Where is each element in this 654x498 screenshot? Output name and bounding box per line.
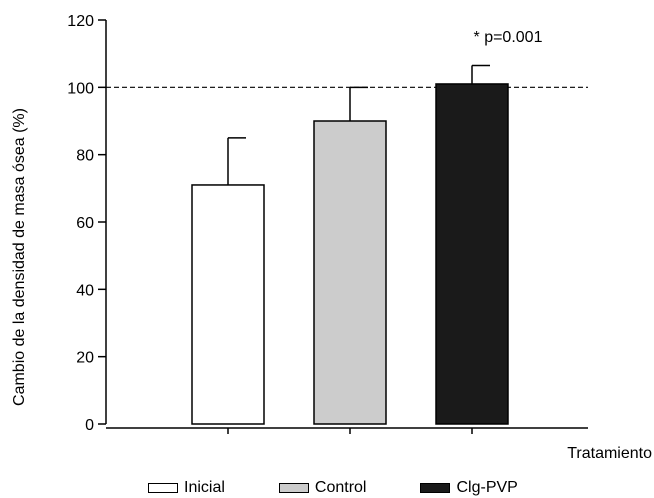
error-bars	[227, 64, 490, 185]
y-tick-label: 100	[67, 80, 94, 97]
bar-clg-pvp	[435, 83, 509, 425]
y-tick-label: 80	[76, 148, 94, 165]
legend-item: Clg-PVP	[420, 478, 518, 498]
y-axis-label: Cambio de la densidad de masa ósea (%)	[11, 108, 28, 406]
legend-label: Inicial	[184, 479, 225, 496]
legend-item: Inicial	[148, 478, 225, 498]
legend-label: Clg-PVP	[456, 479, 518, 496]
legend: Inicial Control Clg-PVP	[148, 478, 518, 498]
legend-swatch	[278, 483, 309, 493]
y-tick-label: 120	[67, 13, 94, 30]
x-axis	[106, 427, 588, 434]
legend-item: Control	[278, 478, 367, 498]
bar-control	[313, 120, 387, 425]
y-tick-label: 0	[85, 417, 94, 434]
bar-inicial	[191, 184, 265, 425]
legend-swatch	[420, 483, 451, 493]
y-axis: 0 20 40 60 80 100 120	[67, 13, 107, 434]
y-tick-label: 40	[76, 282, 94, 299]
x-axis-label: Tratamiento	[567, 445, 652, 462]
bars	[191, 83, 509, 425]
legend-label: Control	[314, 479, 367, 496]
y-tick-label: 60	[76, 215, 94, 232]
y-tick-label: 20	[76, 350, 94, 367]
legend-swatch	[148, 483, 178, 493]
significance-annotation: * p=0.001	[474, 29, 543, 46]
